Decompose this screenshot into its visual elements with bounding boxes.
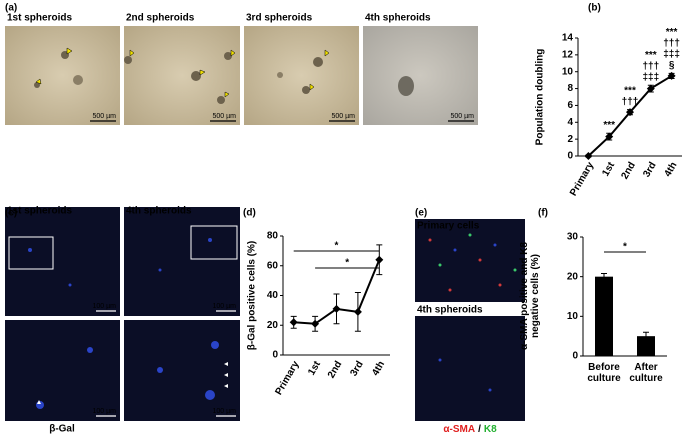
y-axis-label: Population doubling [535, 49, 546, 146]
marker [311, 319, 320, 328]
y-tick-label: 20 [267, 320, 279, 331]
y-tick-label: 12 [562, 49, 574, 60]
scale-label: 100 µm [93, 408, 117, 415]
x-tick-label: 1st [600, 160, 617, 179]
marker [626, 108, 634, 117]
x-tick-label: Primary [568, 160, 596, 198]
y-tick-label: 0 [272, 350, 278, 361]
y-tick-label: 0 [567, 151, 573, 162]
marker [667, 71, 676, 80]
significance: *** [645, 50, 657, 61]
marker [646, 84, 655, 93]
scale-label: 500 µm [332, 113, 356, 120]
caption-part: α-SMA [443, 424, 475, 435]
panel-label: (e) [415, 208, 427, 219]
x-tick-label: 2nd [326, 359, 344, 380]
marker [375, 255, 384, 264]
significance: § [669, 60, 675, 71]
y-tick-label: 8 [567, 83, 573, 94]
panel-label: (c) [5, 208, 17, 219]
bar [595, 276, 613, 356]
caption-part: / [478, 424, 481, 435]
scale-label: 100 µm [213, 303, 237, 310]
y-tick-label: 20 [567, 271, 579, 282]
error-bar [643, 331, 649, 341]
significance: * [335, 241, 339, 252]
image-title: Primary cells [417, 221, 480, 232]
y-axis-label: β-Gal positive cells (%) [247, 241, 258, 350]
significance: ‡‡‡ [663, 49, 680, 60]
marker [332, 304, 341, 313]
significance: *** [666, 27, 678, 38]
y-tick-label: 6 [567, 100, 573, 111]
x-tick-label: Before culture [587, 362, 621, 384]
micrographs-e [415, 219, 525, 421]
bar [637, 336, 655, 356]
scale-label: 500 µm [451, 113, 475, 120]
image-title: 4th spheroids [126, 206, 192, 217]
y-tick-label: 4 [567, 117, 573, 128]
x-tick-label: 1st [306, 359, 323, 378]
x-tick-label: 3rd [348, 359, 365, 378]
panel-label: (d) [243, 208, 256, 219]
marker [605, 132, 614, 141]
scale-label: 100 µm [213, 408, 237, 415]
significance: * [623, 242, 627, 253]
error-bar [601, 272, 607, 281]
significance: ††† [663, 38, 680, 49]
image-title: 2nd spheroids [126, 13, 195, 24]
image-title: 3rd spheroids [246, 13, 313, 24]
marker [353, 307, 362, 316]
panel-label: (a) [5, 3, 17, 14]
panel-label: (b) [588, 3, 601, 14]
x-tick-label: 4th [370, 359, 387, 377]
marker [584, 152, 593, 160]
image-title: 1st spheroids [7, 206, 72, 217]
y-axis-label: α-SMA positive and K8 negative cells (%) [519, 241, 541, 350]
x-tick-label: Primary [273, 359, 301, 397]
image-title: 1st spheroids [7, 13, 72, 24]
y-tick-label: 2 [567, 134, 573, 145]
x-tick-label: After culture [629, 362, 663, 384]
y-tick-label: 30 [567, 232, 579, 243]
y-tick-label: 0 [572, 351, 578, 362]
micrographs-a [5, 26, 478, 125]
image-title: 4th spheroids [365, 13, 431, 24]
panel-label: (f) [538, 208, 548, 219]
image-title: 4th spheroids [417, 305, 483, 316]
significance: ††† [622, 96, 639, 107]
significance: *** [624, 85, 636, 96]
y-tick-label: 10 [562, 66, 574, 77]
significance: ‡‡‡ [642, 72, 659, 83]
y-tick-label: 60 [267, 260, 279, 271]
y-tick-label: 40 [267, 290, 279, 301]
scale-label: 500 µm [213, 113, 237, 120]
scale-label: 100 µm [93, 303, 117, 310]
marker [289, 318, 298, 327]
x-tick-label: 3rd [641, 160, 658, 179]
caption-part: K8 [484, 424, 497, 435]
y-tick-label: 14 [562, 33, 574, 44]
significance: *** [603, 120, 615, 131]
x-tick-label: 4th [662, 160, 679, 178]
y-tick-label: 80 [267, 231, 279, 242]
y-tick-label: 10 [567, 311, 579, 322]
caption: α-SMA / K8 [443, 424, 497, 435]
scale-label: 500 µm [93, 113, 117, 120]
x-tick-label: 2nd [619, 160, 637, 181]
significance: ††† [642, 61, 659, 72]
caption: β-Gal [49, 424, 75, 435]
micrographs-c [5, 207, 240, 421]
significance: * [345, 258, 349, 269]
